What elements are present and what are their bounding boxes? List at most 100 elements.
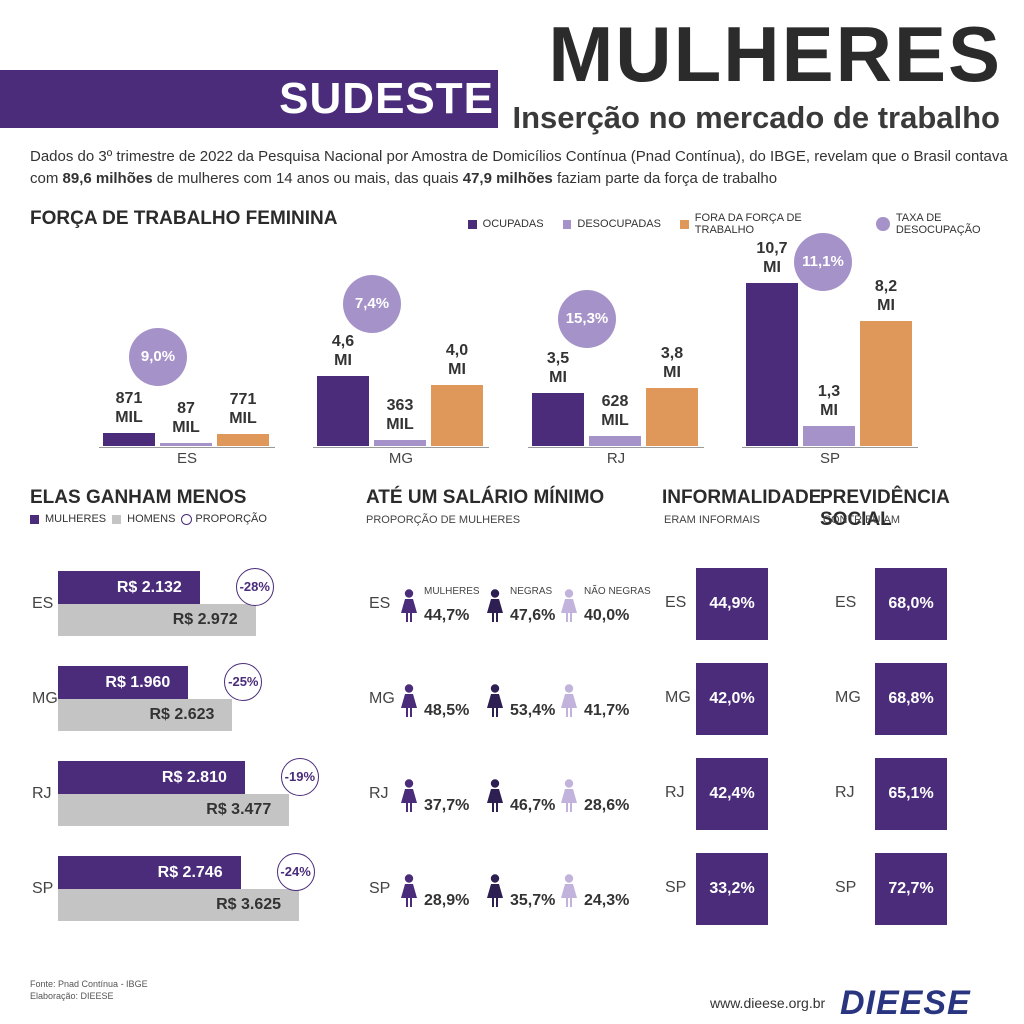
wage-state-sp: SP xyxy=(32,880,54,897)
woman-figure-icon xyxy=(400,589,418,628)
bar-desocupadas-rj xyxy=(589,436,641,446)
bar-fora-da-força-de-trabalho-mg xyxy=(431,385,483,446)
informal-state-mg: MG xyxy=(665,689,691,706)
min-wage-value-es-0: 44,7% xyxy=(424,607,470,624)
header-band xyxy=(0,70,498,128)
min-wage-table: MULHERES NEGRAS NÃO NEGRAS ES 44,7% 47,6% 40,0… xyxy=(369,586,651,913)
woman-figure-icon xyxy=(400,779,418,818)
min-wage-col-0: MULHERES xyxy=(424,586,480,597)
wage-bar-homens-rj: R$ 3.477 xyxy=(58,794,290,826)
rate-bubble-sp: 11,1% xyxy=(794,233,852,291)
source-text: Fonte: Pnad Contínua - IBGE xyxy=(30,979,148,989)
bar-label-mg-2: 4,0 MI xyxy=(445,342,469,379)
bar-label-sp-0: 10,7 MI xyxy=(756,240,788,277)
informal-state-es: ES xyxy=(665,594,687,611)
baseline-mg xyxy=(313,447,489,448)
bar-desocupadas-mg xyxy=(374,440,426,446)
min-wage-value-rj-2: 28,6% xyxy=(584,797,630,814)
rate-bubble-mg: 7,4% xyxy=(343,275,401,333)
prev-box-es: 68,0% xyxy=(875,568,947,640)
wage-state-rj: RJ xyxy=(32,785,52,802)
min-wage-title: ATÉ UM SALÁRIO MÍNIMO xyxy=(366,487,605,508)
wage-bar-homens-es: R$ 2.972 xyxy=(58,604,256,636)
baseline-sp xyxy=(742,447,918,448)
bar-fora-da-força-de-trabalho-es xyxy=(217,434,269,446)
min-wage-col-2: NÃO NEGRAS xyxy=(584,586,651,597)
min-wage-value-sp-2: 24,3% xyxy=(584,892,630,909)
prev-state-sp: SP xyxy=(835,879,857,896)
legend-swatch-mulheres xyxy=(30,514,39,524)
legend-label-fora: FORA DA FORÇA DE TRABALHO xyxy=(694,212,802,236)
bar-label-rj-2: 3,8 MI xyxy=(660,345,684,382)
min-wage-value-mg-2: 41,7% xyxy=(584,702,630,719)
woman-figure-icon xyxy=(560,874,578,913)
page-title: MULHERES xyxy=(548,10,1002,98)
wage-gap-legend: MULHERES HOMENS PROPORÇÃO xyxy=(30,513,267,525)
baseline-es xyxy=(99,447,275,448)
informal-box-mg: 42,0% xyxy=(696,663,768,735)
bar-label-sp-2: 8,2 MI xyxy=(874,278,898,315)
min-wage-state-rj: RJ xyxy=(369,785,389,802)
min-wage-state-sp: SP xyxy=(369,880,391,897)
min-wage-state-es: ES xyxy=(369,595,391,612)
bar-fora-da-força-de-trabalho-rj xyxy=(646,388,698,446)
bar-ocupadas-rj xyxy=(532,392,584,446)
min-wage-value-rj-0: 37,7% xyxy=(424,797,470,814)
min-wage-value-sp-0: 28,9% xyxy=(424,892,470,909)
min-wage-value-sp-1: 35,7% xyxy=(510,892,556,909)
bar-ocupadas-mg xyxy=(317,376,369,446)
website-link[interactable]: www.dieese.org.br xyxy=(710,995,826,1011)
woman-figure-icon xyxy=(486,874,504,913)
legend-label-mulheres: MULHERES xyxy=(45,513,107,525)
bar-desocupadas-sp xyxy=(803,426,855,446)
bar-ocupadas-sp xyxy=(746,283,798,446)
informality-title: INFORMALIDADE xyxy=(662,487,822,508)
wage-state-es: ES xyxy=(32,595,54,612)
bar-fora-da-força-de-trabalho-sp xyxy=(860,321,912,446)
legend-swatch-proporcao xyxy=(181,513,193,525)
bar-label-mg-0: 4,6 MI xyxy=(331,333,355,370)
rate-bubble-rj: 15,3% xyxy=(558,290,616,348)
bar-ocupadas-es xyxy=(103,432,155,446)
informal-state-rj: RJ xyxy=(665,784,685,801)
region-title: SUDESTE xyxy=(279,74,494,123)
legend-swatch-taxa xyxy=(876,217,890,231)
bar-label-es-2: 771 MIL xyxy=(229,391,257,428)
informality-table: ES 44,9% MG 42,0% RJ 42,4% SP 33,2% xyxy=(665,568,768,925)
min-wage-value-es-2: 40,0% xyxy=(584,607,630,624)
wage-proportion-mg: -25% xyxy=(224,663,263,701)
social-security-subtitle: CONTRIBUÍAM xyxy=(823,514,900,526)
social-security-title: PREVIDÊNCIA SOCIAL xyxy=(820,487,950,530)
wage-bar-mulheres-sp: R$ 2.746 xyxy=(58,856,241,889)
min-wage-value-mg-1: 53,4% xyxy=(510,702,556,719)
legend-swatch-fora xyxy=(680,219,689,229)
legend-swatch-homens xyxy=(112,514,122,524)
prev-box-rj: 65,1% xyxy=(875,758,947,830)
woman-figure-icon xyxy=(486,779,504,818)
legend-label-proporcao: PROPORÇÃO xyxy=(195,513,267,525)
axis-label-es: ES xyxy=(176,450,197,467)
informal-box-rj: 42,4% xyxy=(696,758,768,830)
min-wage-value-es-1: 47,6% xyxy=(510,607,556,624)
prev-state-rj: RJ xyxy=(835,784,855,801)
legend-label-taxa: TAXA DE DESOCUPAÇÃO xyxy=(895,212,981,236)
bar-label-rj-1: 628 MIL xyxy=(601,393,629,430)
wage-bar-mulheres-mg: R$ 1.960 xyxy=(58,666,189,699)
bar-label-es-0: 871 MIL xyxy=(115,389,143,426)
woman-figure-icon xyxy=(560,589,578,628)
min-wage-subtitle: PROPORÇÃO DE MULHERES xyxy=(366,514,521,526)
prev-state-es: ES xyxy=(835,594,857,611)
wage-gap-title: ELAS GANHAM MENOS xyxy=(30,487,247,508)
wage-proportion-sp: -24% xyxy=(276,853,315,891)
woman-figure-icon xyxy=(400,874,418,913)
min-wage-state-mg: MG xyxy=(369,690,395,707)
wage-gap-chart: R$ 2.132 R$ 2.972 ES -28% R$ 1.960 R$ 2.623 MG… xyxy=(0,0,360,1024)
bar-label-es-1: 87 MIL xyxy=(172,400,200,436)
legend-swatch-desocupadas xyxy=(562,219,572,229)
axis-label-rj: RJ xyxy=(606,450,626,467)
dieese-logo: DIEESE xyxy=(840,984,971,1022)
informal-box-sp: 33,2% xyxy=(696,853,768,925)
woman-figure-icon xyxy=(560,779,578,818)
intro-text: Dados do 3º trimestre de 2022 da Pesquis… xyxy=(30,148,1008,187)
